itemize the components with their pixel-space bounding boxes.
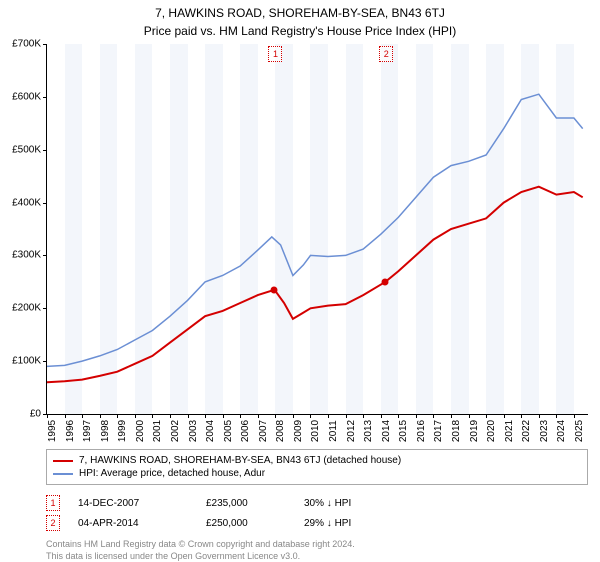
legend-swatch	[53, 473, 73, 475]
x-tick-label: 2017	[433, 420, 444, 442]
x-tick-label: 2005	[223, 420, 234, 442]
legend-label: 7, HAWKINS ROAD, SHOREHAM-BY-SEA, BN43 6…	[79, 455, 401, 466]
x-tick-label: 2007	[258, 420, 269, 442]
y-tick-label: £400K	[1, 197, 41, 208]
sale-dot	[271, 286, 278, 293]
x-tick-label: 2002	[170, 420, 181, 442]
x-tick-label: 2024	[556, 420, 567, 442]
sale-delta: 30% ↓ HPI	[304, 498, 351, 509]
legend-row: 7, HAWKINS ROAD, SHOREHAM-BY-SEA, BN43 6…	[53, 454, 581, 467]
footer: Contains HM Land Registry data © Crown c…	[46, 539, 588, 562]
x-tick-label: 2025	[574, 420, 585, 442]
legend-label: HPI: Average price, detached house, Adur	[79, 468, 265, 479]
x-tick-label: 2018	[451, 420, 462, 442]
sale-price: £235,000	[206, 498, 286, 509]
sale-price: £250,000	[206, 518, 286, 529]
sale-delta: 29% ↓ HPI	[304, 518, 351, 529]
x-tick-label: 1996	[65, 420, 76, 442]
x-tick-label: 2001	[152, 420, 163, 442]
x-tick-label: 2016	[416, 420, 427, 442]
x-tick-label: 1998	[100, 420, 111, 442]
legend-row: HPI: Average price, detached house, Adur	[53, 467, 581, 480]
y-tick-label: £300K	[1, 250, 41, 261]
x-tick-label: 2015	[398, 420, 409, 442]
sale-marker: 2	[46, 515, 60, 531]
x-tick-label: 2022	[521, 420, 532, 442]
x-tick-label: 2009	[293, 420, 304, 442]
sale-row: 2 04-APR-2014 £250,000 29% ↓ HPI	[46, 513, 588, 533]
x-tick-label: 2006	[240, 420, 251, 442]
y-tick-label: £200K	[1, 303, 41, 314]
y-tick-label: £500K	[1, 144, 41, 155]
legend-swatch	[53, 460, 73, 462]
below-chart: 7, HAWKINS ROAD, SHOREHAM-BY-SEA, BN43 6…	[46, 449, 588, 562]
figure: 7, HAWKINS ROAD, SHOREHAM-BY-SEA, BN43 6…	[0, 0, 600, 560]
x-tick-label: 2004	[205, 420, 216, 442]
series-line	[47, 94, 583, 366]
x-tick-label: 1995	[47, 420, 58, 442]
series-line	[47, 187, 583, 383]
sale-date: 04-APR-2014	[78, 518, 188, 529]
x-tick-label: 1999	[117, 420, 128, 442]
x-tick-label: 2014	[381, 420, 392, 442]
y-tick-label: £700K	[1, 39, 41, 50]
x-tick-label: 2012	[346, 420, 357, 442]
x-tick-label: 1997	[82, 420, 93, 442]
x-tick-label: 2000	[135, 420, 146, 442]
sale-marker: 2	[379, 46, 393, 62]
y-tick-label: £600K	[1, 91, 41, 102]
chart-area: £0£100K£200K£300K£400K£500K£600K£700K199…	[46, 44, 588, 415]
sales-list: 1 14-DEC-2007 £235,000 30% ↓ HPI 2 04-APR-201…	[46, 493, 588, 533]
legend: 7, HAWKINS ROAD, SHOREHAM-BY-SEA, BN43 6…	[46, 449, 588, 485]
x-tick-label: 2023	[539, 420, 550, 442]
footer-line: This data is licensed under the Open Gov…	[46, 551, 588, 562]
x-tick-label: 2003	[188, 420, 199, 442]
sale-date: 14-DEC-2007	[78, 498, 188, 509]
x-tick-label: 2008	[275, 420, 286, 442]
x-tick-label: 2020	[486, 420, 497, 442]
x-tick-label: 2011	[328, 420, 339, 442]
footer-line: Contains HM Land Registry data © Crown c…	[46, 539, 588, 551]
x-tick-label: 2021	[504, 420, 515, 442]
sale-dot	[382, 278, 389, 285]
chart-title: 7, HAWKINS ROAD, SHOREHAM-BY-SEA, BN43 6…	[0, 0, 600, 20]
x-tick-label: 2019	[469, 420, 480, 442]
y-tick-label: £100K	[1, 356, 41, 367]
chart-lines	[47, 44, 588, 414]
x-tick-label: 2010	[310, 420, 321, 442]
y-tick-label: £0	[1, 409, 41, 420]
x-tick-label: 2013	[363, 420, 374, 442]
chart-subtitle: Price paid vs. HM Land Registry's House …	[0, 20, 600, 44]
sale-marker: 1	[46, 495, 60, 511]
sale-row: 1 14-DEC-2007 £235,000 30% ↓ HPI	[46, 493, 588, 513]
sale-marker: 1	[268, 46, 282, 62]
